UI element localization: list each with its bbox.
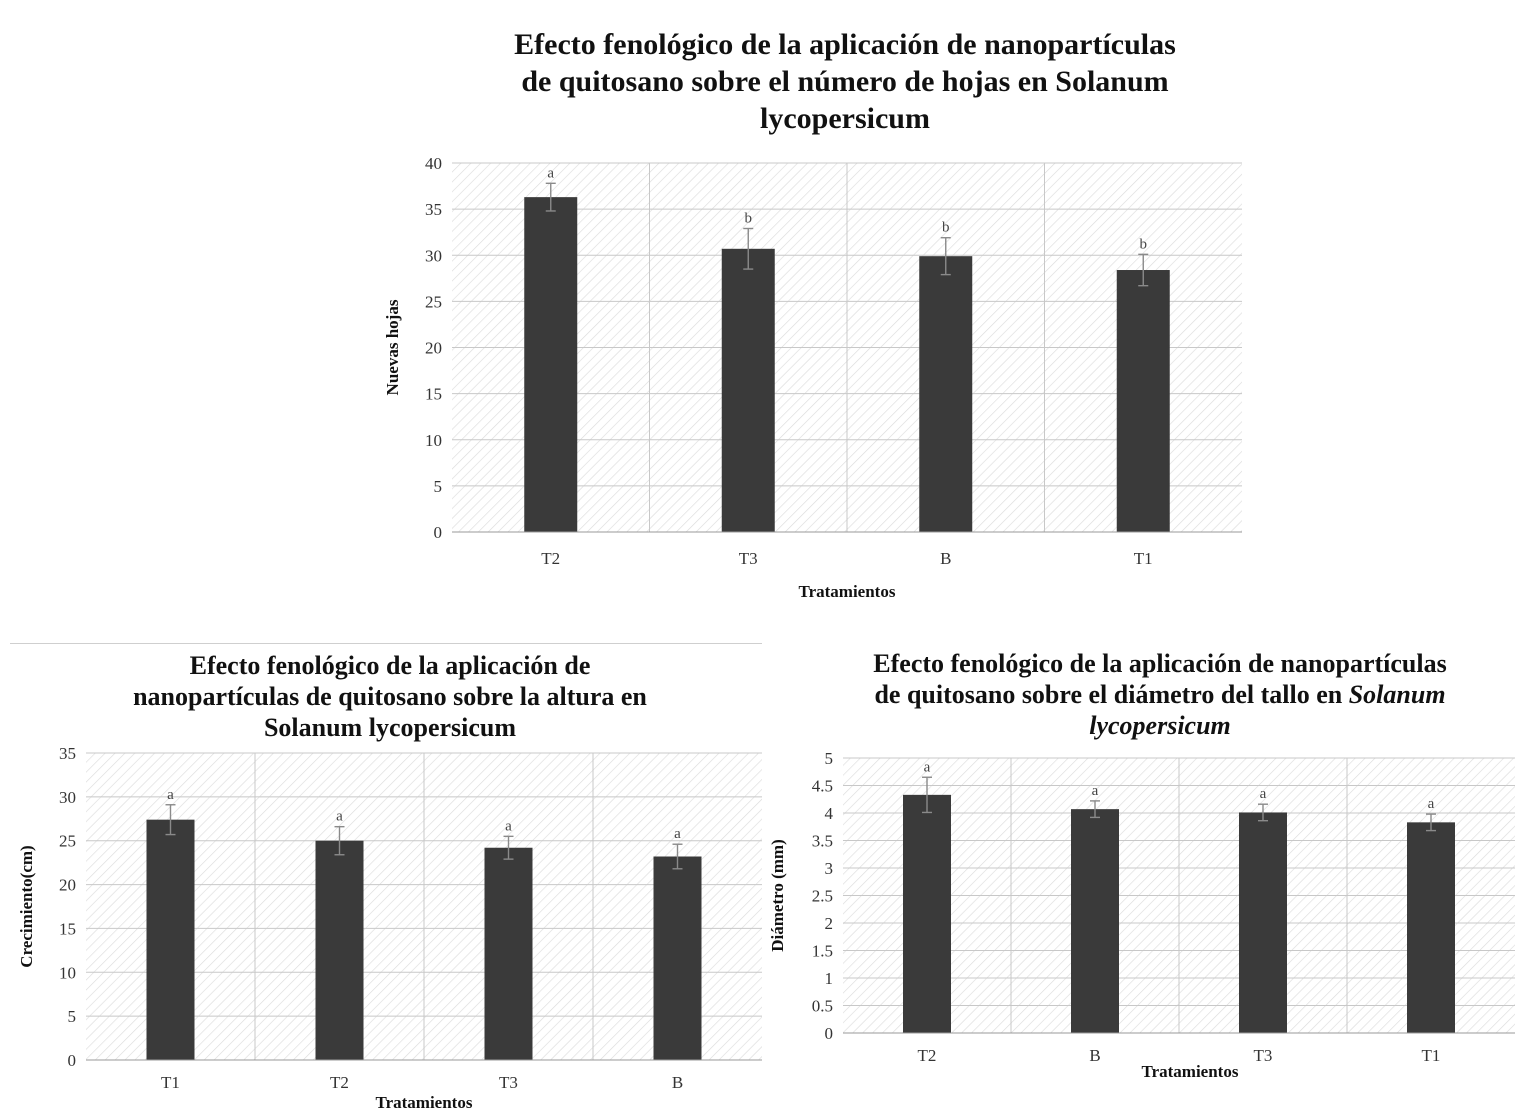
x-tick-label: T1 — [161, 1073, 180, 1092]
significance-label: a — [1428, 796, 1435, 812]
x-tick-label: T3 — [739, 549, 758, 568]
bar — [524, 197, 578, 532]
y-tick-label: 5 — [825, 749, 834, 768]
bar — [919, 256, 973, 532]
chart-title-line: de quitosano sobre el diámetro del tallo… — [810, 679, 1510, 710]
x-tick-label: T2 — [918, 1046, 937, 1065]
x-tick-label: T2 — [330, 1073, 349, 1092]
y-tick-label: 5 — [68, 1007, 77, 1026]
chart-title-line: lycopersicum — [760, 102, 930, 135]
significance-label: a — [167, 787, 174, 803]
chart-diameter: Efecto fenológico de la aplicación de na… — [768, 640, 1515, 1111]
bar — [1407, 822, 1455, 1033]
chart-title-line: Efecto fenológico de la aplicación de — [189, 651, 591, 680]
chart-plot: 0 0.5 1 1.5 2 2.5 3 3.5 4 4.5 5 a T2 a Ba T3 a T1 Tratamie… — [768, 749, 1515, 1081]
bar — [146, 819, 195, 1060]
significance-label: a — [336, 809, 343, 825]
significance-label: a — [924, 759, 931, 775]
y-tick-label: 5 — [434, 477, 443, 496]
y-tick-label: 4.5 — [812, 777, 833, 796]
significance-label: a — [1092, 783, 1099, 799]
chart-title-text: de quitosano sobre el diámetro del tallo… — [874, 680, 1343, 709]
significance-label: b — [1140, 236, 1148, 252]
x-tick-label: B — [1089, 1046, 1100, 1065]
x-tick-label: T1 — [1134, 549, 1153, 568]
y-axis-title: Crecimiento(cm) — [17, 845, 36, 967]
bar — [1116, 270, 1170, 532]
chart-title: Efecto fenológico de la aplicación de na… — [810, 648, 1510, 741]
y-tick-label: 30 — [425, 246, 442, 265]
y-tick-label: 10 — [425, 431, 442, 450]
y-tick-label: 10 — [59, 963, 76, 982]
y-tick-label: 35 — [59, 744, 76, 763]
y-axis-title: Diámetro (mm) — [768, 839, 787, 952]
significance-label: b — [942, 220, 950, 236]
y-tick-label: 15 — [59, 919, 76, 938]
y-tick-label: 4 — [825, 804, 834, 823]
y-tick-label: 30 — [59, 788, 76, 807]
chart-height: Efecto fenológico de la aplicación de na… — [0, 640, 770, 1111]
x-tick-label: T3 — [1254, 1046, 1273, 1065]
chart-title-italic: Solanum — [1348, 680, 1446, 709]
bar — [653, 856, 702, 1060]
bar — [1071, 809, 1119, 1033]
chart-title-italic: lycopersicum — [1089, 711, 1231, 740]
significance-label: a — [1260, 786, 1267, 802]
y-tick-label: 0 — [68, 1051, 77, 1070]
y-tick-label: 20 — [425, 339, 442, 358]
y-tick-label: 0.5 — [812, 997, 833, 1016]
chart-title-line: Efecto fenológico de la aplicación de na… — [514, 28, 1176, 61]
y-tick-label: 15 — [425, 385, 442, 404]
chart-title: Efecto fenológico de la aplicación de na… — [340, 26, 1350, 137]
y-tick-label: 3 — [825, 859, 834, 878]
chart-title-line: Solanum lycopersicum — [263, 713, 517, 742]
significance-label: a — [505, 818, 512, 834]
x-axis-title: Tratamientos — [799, 582, 896, 601]
chart-plot: 0 5 10 15 20 25 30 35 40 a T2 b T3 b Bb T1 Tratamientos N… — [383, 154, 1242, 601]
y-axis-title: Nuevas hojas — [383, 299, 402, 395]
bar — [903, 794, 951, 1033]
x-tick-label: B — [940, 549, 951, 568]
y-tick-label: 1 — [825, 969, 834, 988]
x-tick-label: B — [672, 1073, 683, 1092]
chart-leaves: Efecto fenológico de la aplicación de na… — [340, 26, 1350, 601]
y-tick-label: 3.5 — [812, 832, 833, 851]
bar — [1239, 812, 1287, 1033]
x-axis-title: Tratamientos — [376, 1093, 473, 1111]
y-tick-label: 2 — [825, 914, 834, 933]
y-tick-label: 25 — [425, 292, 442, 311]
y-tick-label: 40 — [425, 154, 442, 173]
bar — [315, 840, 364, 1060]
chart-title-line: de quitosano sobre el número de hojas en… — [521, 65, 1169, 98]
y-tick-label: 35 — [425, 200, 442, 219]
chart-plot: 0 5 10 15 20 25 30 35 a T1 a T2 a T3 a B Tratamientos Cre… — [17, 744, 762, 1111]
bar — [484, 847, 533, 1060]
bar — [721, 248, 775, 533]
y-tick-label: 1.5 — [812, 942, 833, 961]
chart-title: Efecto fenológico de la aplicación de na… — [40, 650, 740, 743]
y-tick-label: 2.5 — [812, 887, 833, 906]
y-tick-label: 25 — [59, 832, 76, 851]
x-axis-title: Tratamientos — [1142, 1062, 1239, 1081]
significance-label: b — [745, 210, 753, 226]
x-tick-label: T2 — [541, 549, 560, 568]
y-tick-label: 0 — [825, 1024, 834, 1043]
significance-label: a — [674, 826, 681, 842]
x-tick-label: T3 — [499, 1073, 518, 1092]
chart-title-line: Efecto fenológico de la aplicación de na… — [873, 649, 1447, 678]
chart-title-line: nanopartículas de quitosano sobre la alt… — [133, 682, 647, 711]
y-tick-label: 20 — [59, 876, 76, 895]
y-tick-label: 0 — [434, 523, 443, 542]
significance-label: a — [547, 165, 554, 181]
x-tick-label: T1 — [1422, 1046, 1441, 1065]
divider — [10, 643, 762, 644]
chart-title-line: lycopersicum — [810, 710, 1510, 741]
